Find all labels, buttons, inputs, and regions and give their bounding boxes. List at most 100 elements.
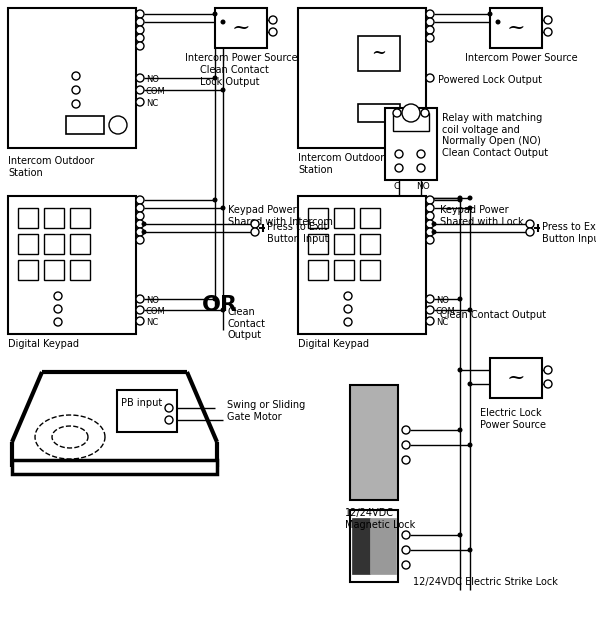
Bar xyxy=(298,196,426,334)
Text: COM: COM xyxy=(146,307,166,316)
Circle shape xyxy=(467,195,473,200)
Bar xyxy=(308,208,328,228)
Text: Relay with matching
coil voltage and
Normally Open (NO)
Clean Contact Output: Relay with matching coil voltage and Nor… xyxy=(442,113,548,158)
Circle shape xyxy=(467,381,473,386)
Circle shape xyxy=(344,292,352,300)
Circle shape xyxy=(136,98,144,106)
Circle shape xyxy=(402,426,410,434)
Circle shape xyxy=(136,196,144,204)
Circle shape xyxy=(488,12,492,17)
Bar xyxy=(360,234,380,254)
Bar xyxy=(66,116,104,134)
Circle shape xyxy=(213,296,218,301)
Bar xyxy=(70,260,90,280)
Text: Digital Keypad: Digital Keypad xyxy=(298,339,369,349)
Text: NO: NO xyxy=(146,75,159,84)
Circle shape xyxy=(458,195,462,200)
Bar xyxy=(490,8,542,48)
Text: Powered Lock Output: Powered Lock Output xyxy=(438,75,542,85)
Circle shape xyxy=(426,317,434,325)
Text: Press to Exit
Button Input: Press to Exit Button Input xyxy=(542,222,596,244)
Circle shape xyxy=(495,19,501,25)
Circle shape xyxy=(432,221,436,226)
Bar xyxy=(44,208,64,228)
Circle shape xyxy=(402,456,410,464)
Circle shape xyxy=(165,416,173,424)
Circle shape xyxy=(251,220,259,228)
Bar xyxy=(350,385,398,500)
Bar xyxy=(370,518,396,574)
Circle shape xyxy=(526,220,534,228)
Bar xyxy=(44,234,64,254)
Circle shape xyxy=(136,228,144,236)
Bar xyxy=(334,234,354,254)
Circle shape xyxy=(426,26,434,34)
Bar xyxy=(358,104,400,122)
Circle shape xyxy=(426,295,434,303)
Circle shape xyxy=(402,104,420,122)
Circle shape xyxy=(467,443,473,448)
Circle shape xyxy=(213,76,218,81)
Bar xyxy=(385,108,437,180)
Bar xyxy=(70,208,90,228)
Circle shape xyxy=(467,308,473,312)
Circle shape xyxy=(344,318,352,326)
Bar xyxy=(308,260,328,280)
Circle shape xyxy=(136,306,144,314)
Text: Clean
Contact
Output: Clean Contact Output xyxy=(228,307,266,340)
Text: Clean Contact
Lock Output: Clean Contact Lock Output xyxy=(200,65,269,87)
Circle shape xyxy=(213,198,218,203)
Circle shape xyxy=(395,150,403,158)
Circle shape xyxy=(165,404,173,412)
Circle shape xyxy=(426,196,434,204)
Circle shape xyxy=(417,164,425,172)
Circle shape xyxy=(136,74,144,82)
Circle shape xyxy=(544,366,552,374)
Circle shape xyxy=(221,205,225,211)
Circle shape xyxy=(426,236,434,244)
Text: Electric Lock
Power Source: Electric Lock Power Source xyxy=(480,408,546,430)
Circle shape xyxy=(54,305,62,313)
Circle shape xyxy=(544,28,552,36)
Text: COM: COM xyxy=(436,307,456,316)
Circle shape xyxy=(54,318,62,326)
Circle shape xyxy=(417,150,425,158)
Circle shape xyxy=(426,220,434,228)
Bar xyxy=(8,8,136,148)
Circle shape xyxy=(395,164,403,172)
Bar xyxy=(298,8,426,148)
Circle shape xyxy=(136,86,144,94)
Bar xyxy=(8,196,136,334)
Circle shape xyxy=(136,18,144,26)
Text: PB input: PB input xyxy=(121,398,162,408)
Bar xyxy=(44,260,64,280)
Circle shape xyxy=(136,212,144,220)
Text: OR: OR xyxy=(202,295,238,315)
Circle shape xyxy=(426,228,434,236)
Circle shape xyxy=(136,34,144,42)
Circle shape xyxy=(269,16,277,24)
Circle shape xyxy=(54,292,62,300)
Circle shape xyxy=(402,561,410,569)
Circle shape xyxy=(72,86,80,94)
Text: Intercom Outdoor
Station: Intercom Outdoor Station xyxy=(8,156,94,177)
Text: NO: NO xyxy=(436,296,449,305)
Text: COM: COM xyxy=(146,87,166,96)
Text: Intercom Power Source: Intercom Power Source xyxy=(185,53,297,63)
Circle shape xyxy=(393,109,401,117)
Text: C: C xyxy=(394,182,401,191)
Circle shape xyxy=(136,204,144,212)
Text: Keypad Power
Shared with Lock: Keypad Power Shared with Lock xyxy=(440,205,524,226)
Circle shape xyxy=(221,308,225,312)
Text: NC: NC xyxy=(146,99,159,108)
Circle shape xyxy=(402,546,410,554)
Text: NO: NO xyxy=(416,182,430,191)
Circle shape xyxy=(136,42,144,50)
Circle shape xyxy=(136,10,144,18)
Text: Intercom Power Source: Intercom Power Source xyxy=(465,53,578,63)
Bar xyxy=(117,390,177,432)
Circle shape xyxy=(136,26,144,34)
Text: Clean Contact Output: Clean Contact Output xyxy=(440,310,546,320)
Text: ~: ~ xyxy=(232,17,250,39)
Circle shape xyxy=(72,100,80,108)
